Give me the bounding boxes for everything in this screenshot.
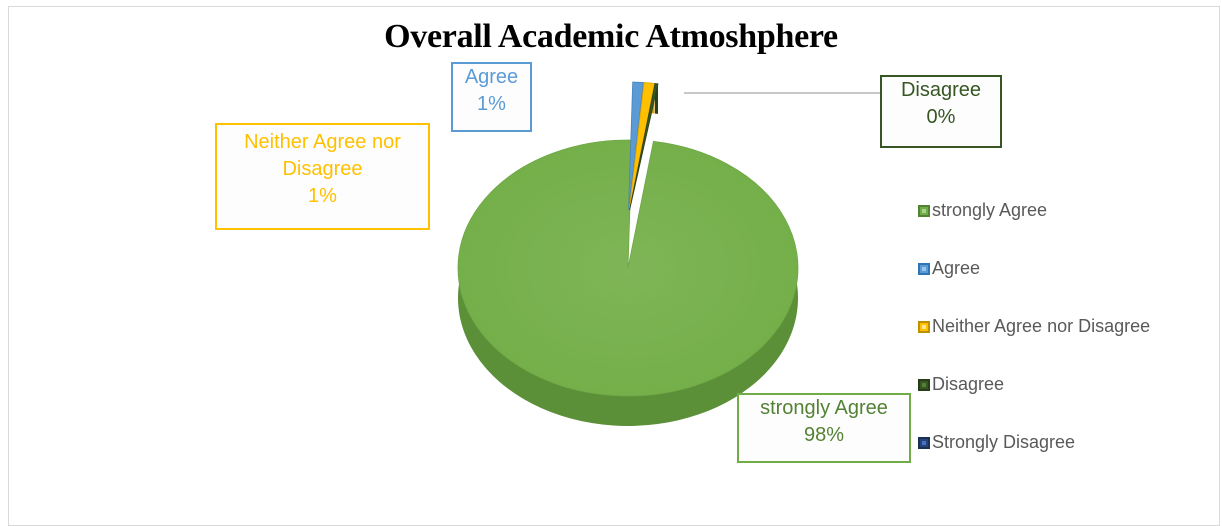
legend-swatch [918,204,930,217]
data-label-neither: Neither Agree nor Disagree 1% [215,123,430,230]
legend-swatch [918,262,930,275]
data-label-strongly-agree: strongly Agree 98% [737,393,911,463]
pie-chart [457,81,880,427]
data-label-disagree: Disagree 0% [880,75,1002,148]
legend-swatch [918,320,930,333]
legend-item-strongly-disagree: Strongly Disagree [918,428,1150,457]
data-label-agree: Agree 1% [451,62,532,132]
legend-item-strongly-agree: strongly Agree [918,196,1150,225]
legend-swatch [918,436,930,449]
slice-disagree [629,83,659,211]
legend: strongly Agree Agree Neither Agree nor D… [918,196,1150,486]
legend-item-disagree: Disagree [918,370,1150,399]
slice-strongly-agree [457,139,799,397]
chart-title: Overall Academic Atmoshphere [384,18,838,55]
legend-item-agree: Agree [918,254,1150,283]
legend-swatch [918,378,930,391]
legend-item-neither: Neither Agree nor Disagree [918,312,1150,341]
slice-agree [628,81,644,211]
slice-neither [628,82,656,211]
